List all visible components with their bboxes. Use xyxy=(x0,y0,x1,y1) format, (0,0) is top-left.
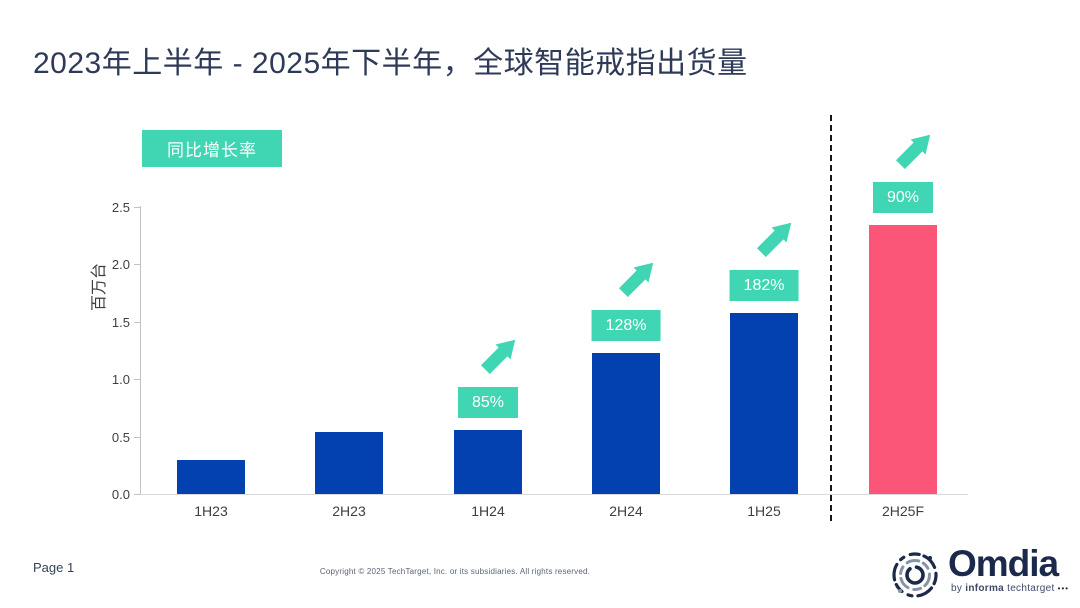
bar-2h24 xyxy=(592,353,660,494)
y-tick-label: 2.5 xyxy=(111,200,130,215)
y-tick-mark xyxy=(134,321,140,323)
y-tick-label: 1.0 xyxy=(111,372,130,388)
y-axis-line xyxy=(140,206,141,494)
omdia-wordmark: Omdia xyxy=(948,543,1059,584)
growth-arrow-icon-1h25 xyxy=(749,218,797,264)
y-tick-label: 0.5 xyxy=(111,429,130,445)
y-tick-mark xyxy=(134,379,140,381)
growth-label-1h25: 182% xyxy=(729,270,799,301)
growth-label-2h24: 128% xyxy=(591,310,661,341)
omdia-byline: by informa techtarget ••• xyxy=(951,583,1070,594)
x-tick-label-1h23: 1H23 xyxy=(194,503,228,519)
bar-2h23 xyxy=(315,432,383,494)
y-tick-label: 2.0 xyxy=(111,257,130,273)
bar-1h23 xyxy=(177,460,245,494)
bar-2h25f xyxy=(869,225,937,494)
x-tick-label-2h24: 2H24 xyxy=(609,503,643,519)
x-tick-label-1h24: 1H24 xyxy=(471,503,505,519)
y-tick-label: 1.5 xyxy=(111,314,130,330)
y-tick-mark xyxy=(134,264,140,266)
omdia-byline-dots: ••• xyxy=(1057,584,1070,593)
growth-arrow-icon-2h24 xyxy=(611,258,659,304)
legend-yoy-growth: 同比增长率 xyxy=(142,130,282,167)
page-title: 2023年上半年 - 2025年下半年，全球智能戒指出货量 xyxy=(33,47,748,80)
growth-label-1h24: 85% xyxy=(457,387,519,418)
footer-copyright: Copyright © 2025 TechTarget, Inc. or its… xyxy=(319,567,591,576)
y-tick-label: 0.0 xyxy=(111,487,130,502)
omdia-mark-icon xyxy=(892,552,938,598)
footer-page-number: Page 1 xyxy=(33,560,75,575)
x-tick-label-2h23: 2H23 xyxy=(332,503,366,519)
growth-arrow-icon-1h24 xyxy=(473,335,521,381)
bar-1h25 xyxy=(730,313,798,494)
x-axis-line xyxy=(140,494,968,495)
omdia-logo: Omdia by informa techtarget ••• xyxy=(890,543,1070,601)
y-tick-mark xyxy=(134,494,140,495)
y-tick-mark xyxy=(134,436,140,438)
legend-label: 同比增长率 xyxy=(167,141,257,160)
growth-label-2h25f: 90% xyxy=(872,182,934,213)
growth-arrow-icon-2h25f xyxy=(888,130,936,176)
x-tick-label-1h25: 1H25 xyxy=(747,503,781,519)
forecast-divider-line xyxy=(830,115,832,521)
y-tick-mark xyxy=(134,207,140,208)
bar-1h24 xyxy=(454,430,522,494)
x-tick-label-2h25f: 2H25F xyxy=(881,503,925,519)
